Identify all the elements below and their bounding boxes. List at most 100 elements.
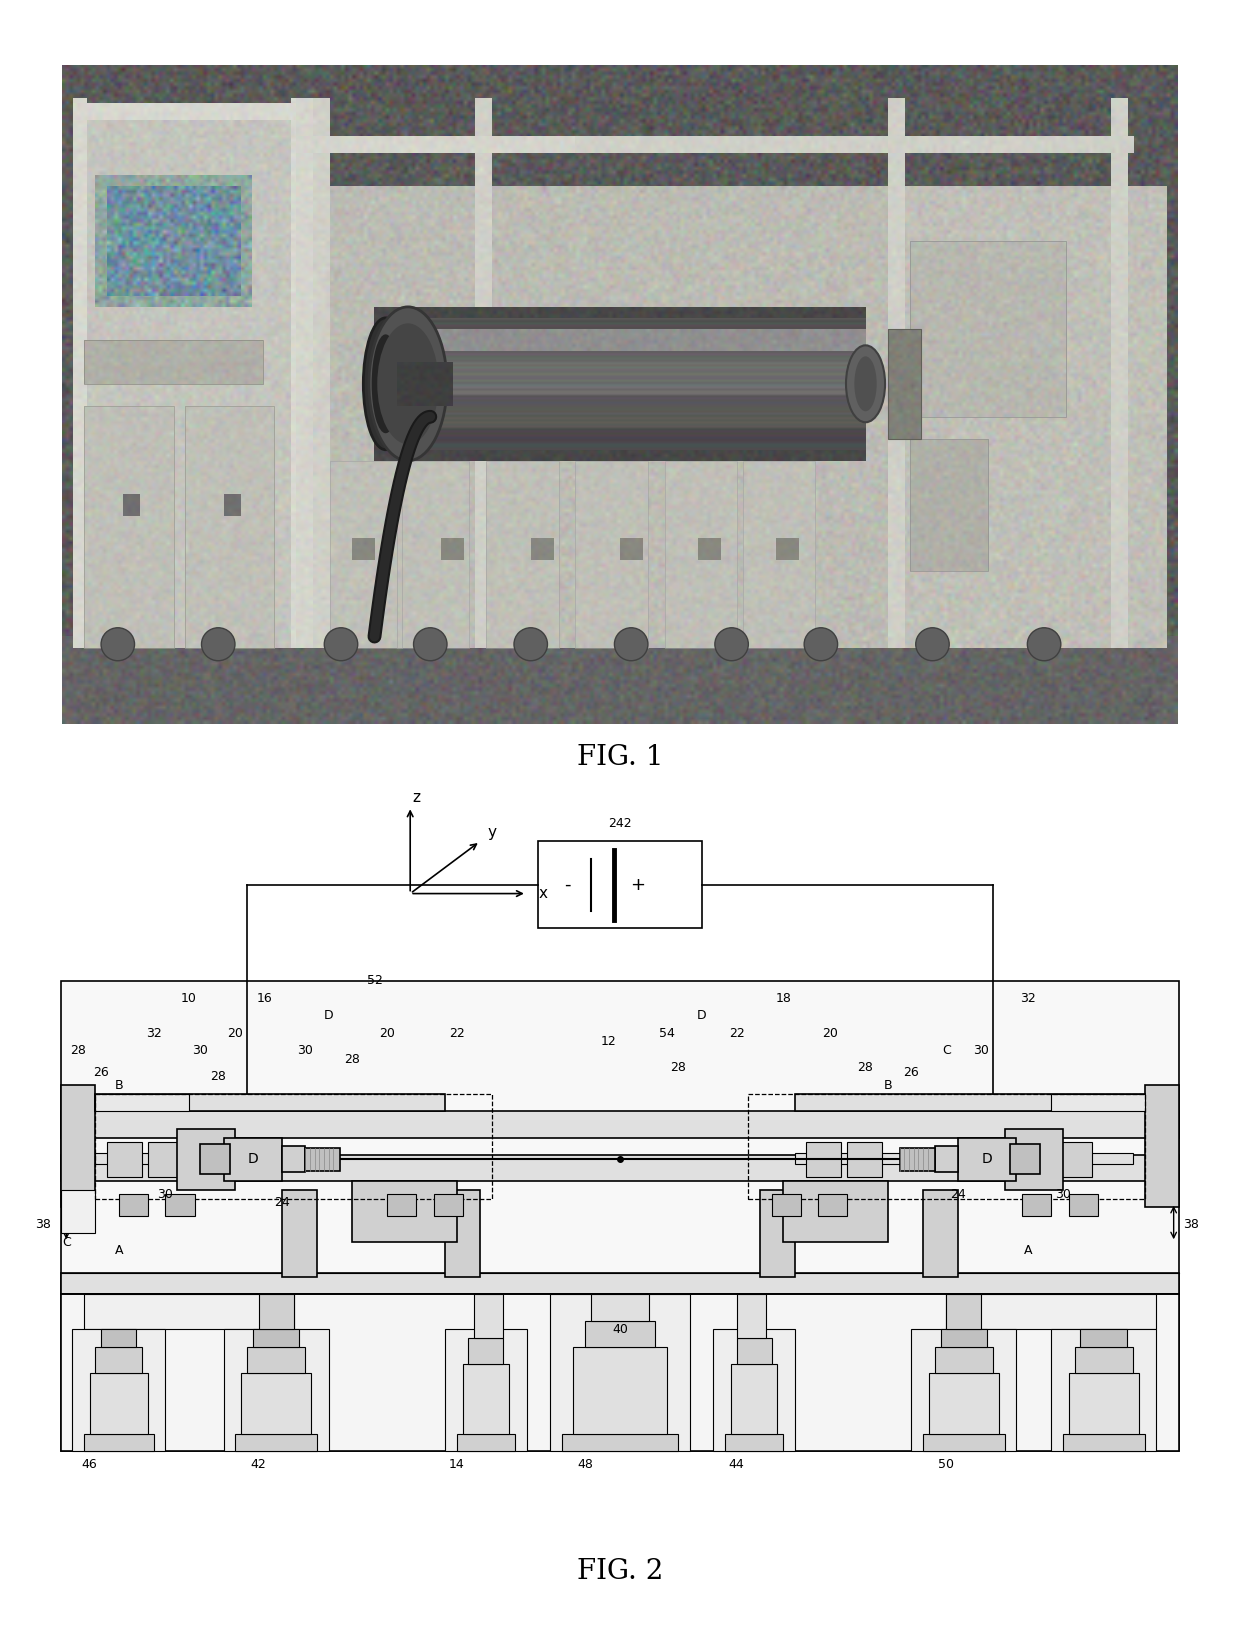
Bar bbox=[1063, 1434, 1145, 1451]
Text: y: y bbox=[487, 825, 496, 840]
Bar bbox=[223, 1138, 281, 1182]
Circle shape bbox=[325, 628, 358, 661]
Bar bbox=[95, 1153, 259, 1164]
Bar bbox=[1080, 1330, 1127, 1346]
Text: FIG. 1: FIG. 1 bbox=[577, 744, 663, 770]
Bar bbox=[573, 1346, 667, 1434]
Text: 20: 20 bbox=[227, 1027, 243, 1040]
Bar bbox=[102, 1330, 136, 1346]
Bar bbox=[713, 1330, 795, 1451]
Text: 40: 40 bbox=[613, 1324, 627, 1337]
Bar bbox=[1022, 1195, 1052, 1216]
Bar bbox=[95, 1094, 492, 1198]
Text: 20: 20 bbox=[822, 1027, 838, 1040]
Bar bbox=[253, 1330, 299, 1346]
Text: 28: 28 bbox=[857, 1061, 873, 1074]
Text: 28: 28 bbox=[343, 1053, 360, 1066]
Bar bbox=[935, 1346, 993, 1372]
Bar bbox=[743, 461, 816, 648]
Bar bbox=[910, 241, 1066, 417]
Bar bbox=[61, 1294, 1179, 1451]
Bar bbox=[910, 440, 988, 571]
Text: z: z bbox=[412, 790, 420, 806]
Bar bbox=[665, 461, 737, 648]
Text: B: B bbox=[884, 1079, 893, 1092]
Ellipse shape bbox=[377, 324, 439, 444]
Bar bbox=[434, 1195, 463, 1216]
Text: A: A bbox=[1024, 1244, 1032, 1257]
Text: 10: 10 bbox=[181, 991, 197, 1004]
Text: A: A bbox=[114, 1244, 123, 1257]
Bar bbox=[84, 340, 263, 384]
Text: 26: 26 bbox=[904, 1066, 919, 1079]
Bar bbox=[1145, 1086, 1179, 1208]
Bar bbox=[1017, 1141, 1052, 1177]
Bar bbox=[84, 1434, 154, 1451]
Bar bbox=[923, 1190, 959, 1276]
Bar bbox=[1056, 1141, 1092, 1177]
Bar bbox=[305, 1148, 340, 1171]
Bar bbox=[456, 1434, 515, 1451]
Circle shape bbox=[714, 628, 749, 661]
Bar bbox=[445, 1190, 480, 1276]
Bar bbox=[847, 1141, 882, 1177]
Circle shape bbox=[915, 628, 950, 661]
Bar bbox=[89, 1372, 148, 1434]
Text: 30: 30 bbox=[298, 1044, 314, 1057]
Text: C: C bbox=[942, 1044, 951, 1057]
Bar bbox=[538, 842, 702, 928]
Bar bbox=[935, 1146, 959, 1172]
Circle shape bbox=[1027, 628, 1060, 661]
Bar bbox=[760, 1190, 795, 1276]
Text: 30: 30 bbox=[157, 1188, 174, 1201]
Text: 30: 30 bbox=[973, 1044, 990, 1057]
Text: 18: 18 bbox=[775, 991, 791, 1004]
Bar bbox=[61, 1273, 1179, 1294]
Text: 242: 242 bbox=[608, 817, 632, 830]
Ellipse shape bbox=[854, 357, 877, 412]
Text: 22: 22 bbox=[449, 1027, 465, 1040]
Bar bbox=[61, 980, 1179, 1451]
Text: 52: 52 bbox=[367, 974, 383, 987]
Text: FIG. 2: FIG. 2 bbox=[577, 1558, 663, 1584]
Bar bbox=[946, 1294, 981, 1330]
Text: C: C bbox=[62, 1236, 71, 1249]
Text: 32: 32 bbox=[146, 1027, 161, 1040]
Bar bbox=[61, 1086, 95, 1208]
Text: B: B bbox=[114, 1079, 123, 1092]
Bar bbox=[397, 461, 469, 648]
Bar bbox=[771, 1195, 801, 1216]
Bar bbox=[730, 1364, 777, 1434]
Bar bbox=[585, 1320, 655, 1346]
Bar bbox=[223, 1330, 329, 1451]
Bar bbox=[95, 1094, 188, 1112]
Bar bbox=[1069, 1195, 1097, 1216]
Bar bbox=[818, 1195, 847, 1216]
Bar bbox=[946, 1294, 1156, 1330]
Bar bbox=[1069, 1372, 1138, 1434]
Bar bbox=[575, 461, 647, 648]
Bar bbox=[551, 1294, 689, 1451]
Bar bbox=[959, 1138, 1017, 1182]
Text: 12: 12 bbox=[600, 1035, 616, 1048]
Bar bbox=[923, 1434, 1004, 1451]
Bar bbox=[84, 405, 174, 648]
Bar bbox=[591, 1294, 650, 1320]
Bar bbox=[463, 1364, 510, 1434]
Text: 30: 30 bbox=[1055, 1188, 1071, 1201]
Text: x: x bbox=[538, 886, 547, 900]
Text: 24: 24 bbox=[950, 1188, 966, 1201]
Bar bbox=[1052, 1330, 1156, 1451]
Text: +: + bbox=[630, 876, 645, 894]
Bar bbox=[247, 1346, 305, 1372]
Bar bbox=[95, 1346, 143, 1372]
Circle shape bbox=[201, 628, 236, 661]
Text: 38: 38 bbox=[1183, 1218, 1199, 1231]
Circle shape bbox=[804, 628, 838, 661]
Bar bbox=[236, 1434, 317, 1451]
Bar bbox=[474, 1294, 503, 1338]
Bar bbox=[165, 1195, 195, 1216]
Bar bbox=[737, 1294, 765, 1338]
Bar bbox=[107, 1141, 143, 1177]
Bar bbox=[1052, 1094, 1145, 1112]
